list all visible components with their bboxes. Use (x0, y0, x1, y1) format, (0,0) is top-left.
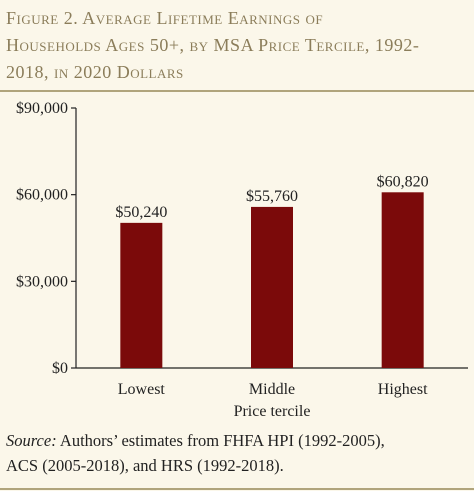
x-tick-label: Highest (378, 381, 428, 398)
y-tick-label: $0 (52, 360, 68, 377)
y-tick-label: $90,000 (16, 100, 68, 117)
bar (381, 192, 424, 368)
bottom-rule (0, 488, 474, 490)
figure-title-line-3: 2018, in 2020 Dollars (6, 62, 184, 82)
x-tick-label: Lowest (118, 381, 166, 398)
y-tick-label: $60,000 (16, 187, 68, 204)
source-text-line-1: Authors’ estimates from FHFA HPI (1992-2… (56, 431, 385, 450)
bar (120, 222, 163, 368)
bar-value-label: $60,820 (377, 173, 429, 190)
source-note: Source: Authors’ estimates from FHFA HPI… (6, 428, 468, 478)
source-label: Source: (6, 431, 57, 450)
x-axis-title: Price tercile (234, 403, 311, 420)
source-text-line-2: ACS (2005-2018), and HRS (1992-2018). (6, 456, 284, 475)
title-rule (0, 90, 474, 92)
bar-value-label: $55,760 (246, 188, 298, 205)
figure-title-line-1: Figure 2. Average Lifetime Earnings of (6, 8, 324, 28)
y-tick-label: $30,000 (16, 273, 68, 290)
figure-title-line-2: Households Ages 50+, by MSA Price Tercil… (6, 35, 420, 55)
bar (251, 206, 293, 368)
x-tick-label: Middle (249, 381, 295, 398)
bar-value-label: $50,240 (115, 204, 167, 221)
